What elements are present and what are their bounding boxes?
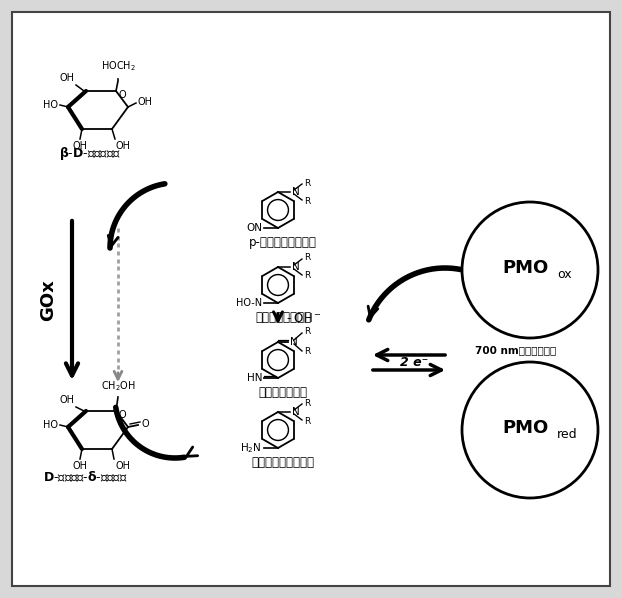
Text: N: N <box>290 337 298 347</box>
Text: O: O <box>118 410 126 420</box>
Text: フェニレンジアミン: フェニレンジアミン <box>251 456 315 469</box>
Text: OH: OH <box>116 141 131 151</box>
Text: red: red <box>557 429 578 441</box>
Circle shape <box>462 202 598 338</box>
Text: R: R <box>304 271 310 280</box>
Text: $\mathbf{D}$-グルコノ-$\mathbf{\delta}$-ラクトン: $\mathbf{D}$-グルコノ-$\mathbf{\delta}$-ラクトン <box>43 470 128 484</box>
Text: PMO: PMO <box>502 259 548 277</box>
Text: N: N <box>292 262 300 272</box>
Text: CH$_2$OH: CH$_2$OH <box>101 379 136 393</box>
Text: O: O <box>142 419 150 429</box>
Text: HO-N: HO-N <box>236 298 262 308</box>
Text: N: N <box>292 187 300 197</box>
Text: HOCH$_2$: HOCH$_2$ <box>101 59 136 73</box>
Text: HO: HO <box>43 100 58 110</box>
Text: H$_2$N: H$_2$N <box>241 441 262 455</box>
Text: OH: OH <box>73 461 88 471</box>
Text: HO: HO <box>43 420 58 430</box>
Text: $\mathbf{\beta}$-$\mathbf{D}$-グルコース: $\mathbf{\beta}$-$\mathbf{D}$-グルコース <box>59 145 121 162</box>
Text: 700 nmにおける吸収: 700 nmにおける吸収 <box>475 345 556 355</box>
Text: p-ニトロソアニリン: p-ニトロソアニリン <box>249 236 317 249</box>
Text: O: O <box>118 90 126 100</box>
Text: R: R <box>304 347 310 356</box>
Text: OH: OH <box>73 141 88 151</box>
Text: R: R <box>304 254 310 263</box>
Text: R: R <box>304 197 310 206</box>
Text: R: R <box>304 178 310 188</box>
Text: R: R <box>304 328 310 337</box>
Text: R: R <box>304 416 310 426</box>
Circle shape <box>462 362 598 498</box>
Text: N: N <box>292 407 300 417</box>
Text: GOx: GOx <box>39 279 57 321</box>
Text: ox: ox <box>557 269 572 282</box>
Text: OH: OH <box>138 97 153 107</box>
Text: OH: OH <box>59 73 74 83</box>
Text: R: R <box>304 398 310 407</box>
Text: OH: OH <box>115 461 130 471</box>
Text: ON: ON <box>246 223 262 233</box>
Text: キノンジイミン: キノンジイミン <box>259 386 307 399</box>
Text: 2 e⁻: 2 e⁻ <box>400 356 428 369</box>
Text: HN: HN <box>246 373 262 383</box>
Text: PMO: PMO <box>502 419 548 437</box>
Text: OH: OH <box>59 395 74 405</box>
Text: ヒドロキシアミン: ヒドロキシアミン <box>255 311 311 324</box>
Text: - OH$^-$: - OH$^-$ <box>286 313 322 325</box>
